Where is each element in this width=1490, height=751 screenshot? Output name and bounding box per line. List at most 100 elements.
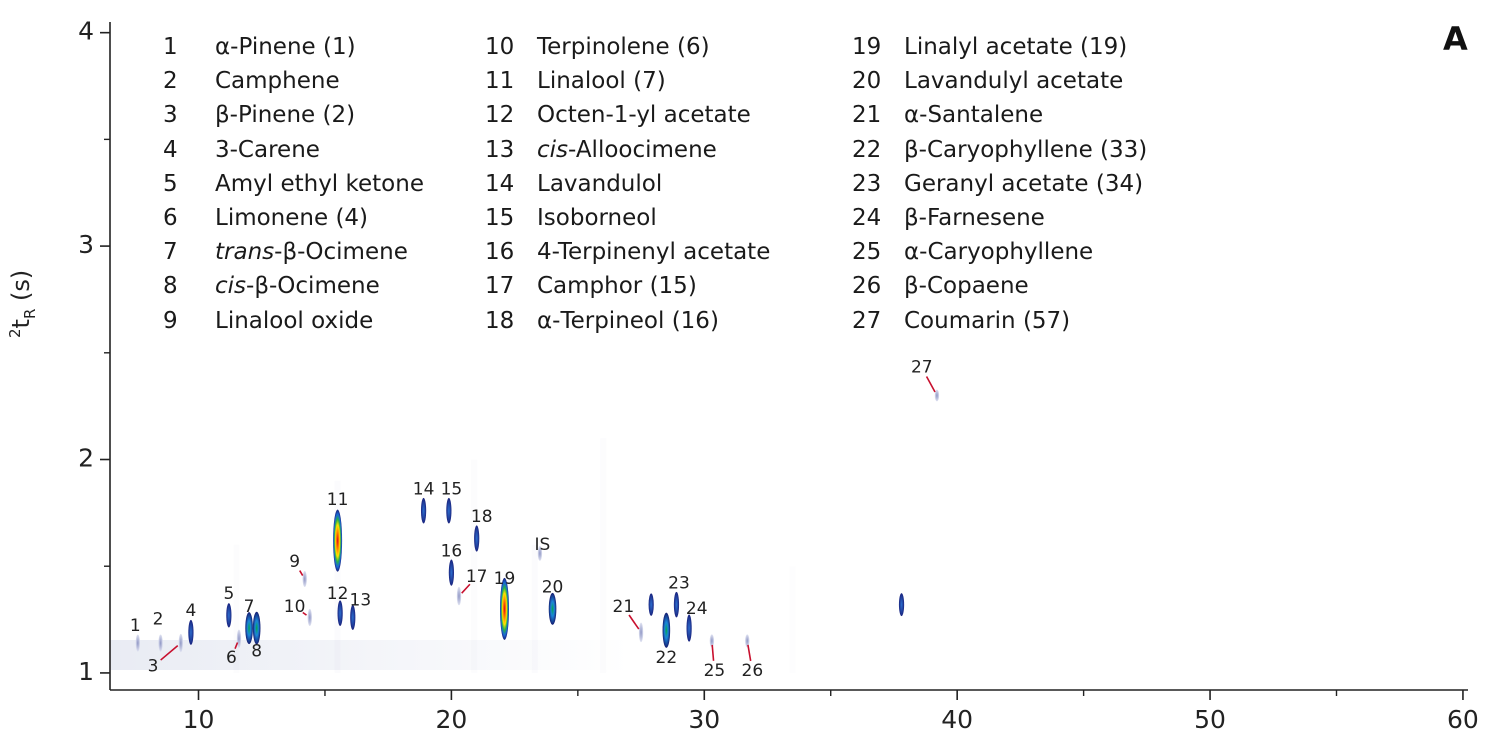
legend-item: 27 Coumarin (57)	[852, 304, 1147, 338]
legend-item-name: Lavandulol	[537, 167, 662, 201]
legend-item-number: 27	[852, 307, 882, 334]
legend-item-name: Camphene	[215, 64, 340, 98]
legend-item-number: 7	[163, 239, 178, 266]
peak-20	[548, 592, 557, 625]
peak-11	[333, 509, 343, 572]
legend-item-name: β-Pinene (2)	[215, 98, 355, 132]
peak-label: 5	[223, 584, 234, 604]
legend-item-text: -β-Ocimene	[274, 239, 408, 266]
peak-label: 8	[251, 642, 262, 662]
legend-item-text: -β-Ocimene	[246, 273, 380, 300]
peak-18	[474, 525, 480, 552]
peak-14	[420, 497, 427, 524]
legend-item: 15 Isoborneol	[485, 201, 770, 235]
legend-item-italic-prefix: trans	[215, 239, 275, 266]
legend-item-number: 26	[852, 273, 882, 300]
legend-item-text: Linalool oxide	[215, 307, 374, 334]
peak-24	[686, 614, 692, 642]
legend-item: 8 cis-β-Ocimene	[163, 269, 424, 303]
legend-item-number: 22	[852, 136, 882, 163]
peak-label: 19	[494, 569, 516, 589]
legend-item-name: trans-β-Ocimene	[215, 235, 408, 269]
peak-label: 9	[289, 552, 300, 572]
legend-item-text: β-Pinene (2)	[215, 102, 356, 129]
panel-label: A	[1443, 20, 1468, 58]
x-tick-label: 30	[688, 705, 720, 734]
peak-label: 13	[350, 590, 372, 610]
peak-label: 27	[911, 358, 933, 378]
peak-9	[302, 571, 307, 588]
legend-item: 10 Terpinolene (6)	[485, 30, 770, 64]
baseline-background	[110, 640, 630, 670]
legend-item-text: Linalool (7)	[537, 68, 666, 95]
legend-item-name: Amyl ethyl ketone	[215, 167, 424, 201]
peak-label: 2	[153, 610, 164, 630]
legend-item-text: Geranyl acetate (34)	[904, 170, 1144, 197]
legend-item-text: Camphene	[215, 68, 340, 95]
legend-item-text: β-Farnesene	[904, 205, 1045, 232]
peak-unlabeled	[648, 593, 654, 616]
x-tick-label: 10	[183, 705, 215, 734]
legend-item-number: 2	[163, 68, 178, 95]
legend-item-name: Lavandulyl acetate	[904, 64, 1123, 98]
legend-item: 24 β-Farnesene	[852, 201, 1147, 235]
legend-item: 6 Limonene (4)	[163, 201, 424, 235]
legend-item-number: 11	[485, 68, 515, 95]
peak-27	[934, 389, 940, 402]
leader-line-21	[628, 614, 640, 630]
peak-label: 1	[130, 616, 141, 636]
legend-item-text: Coumarin (57)	[904, 307, 1071, 334]
y-tick-label: 2	[78, 444, 94, 473]
peak-15	[446, 497, 452, 524]
legend-column-2: 10 Terpinolene (6) 11 Linalool (7) 12 Octen-1…	[485, 30, 770, 338]
legend-item: 9 Linalool oxide	[163, 304, 424, 338]
legend-item: 17 Camphor (15)	[485, 269, 770, 303]
peak-26	[745, 634, 750, 648]
legend-item-number: 19	[852, 34, 882, 60]
legend-item: 7 trans-β-Ocimene	[163, 235, 424, 269]
legend-item-text: β-Copaene	[904, 273, 1029, 300]
leader-line-17	[461, 583, 471, 594]
legend-column-3: 19 Linalyl acetate (19) 20 Lavandulyl aceta…	[852, 30, 1147, 338]
peak-12	[337, 600, 343, 626]
legend-item-name: α-Pinene (1)	[215, 30, 356, 64]
legend-item-text: Lavandulol	[537, 170, 663, 197]
bleed-streak	[233, 544, 240, 673]
y-tick-label: 4	[78, 17, 94, 46]
legend-item: 26 β-Copaene	[852, 269, 1147, 303]
leader-line-27	[925, 376, 936, 393]
peak-21	[638, 622, 644, 643]
legend-item-name: Limonene (4)	[215, 201, 368, 235]
leader-line-25	[711, 644, 715, 661]
peak-label: 16	[441, 541, 463, 561]
peak-label: 7	[244, 597, 255, 617]
legend-item: 12 Octen-1-yl acetate	[485, 98, 770, 132]
legend-item-name: Geranyl acetate (34)	[904, 167, 1143, 201]
peak-label: 25	[704, 661, 726, 681]
legend-item-text: Isoborneol	[537, 205, 657, 232]
legend-item-text: β-Caryophyllene (33)	[904, 136, 1148, 163]
peak-22	[662, 612, 671, 648]
legend-item-italic-prefix: cis	[215, 273, 247, 300]
peak-label: 11	[327, 490, 349, 510]
leader-line-6	[234, 642, 239, 649]
legend-item-name: Camphor (15)	[537, 269, 697, 303]
peak-label: 22	[656, 648, 678, 668]
legend-item-number: 9	[163, 307, 178, 334]
peak-label: 6	[226, 648, 237, 668]
legend-item-number: 23	[852, 170, 882, 197]
legend-column-1: 1 α-Pinene (1) 2 Camphene 3 β-Pinene (2) 4 3-Ca…	[163, 30, 424, 338]
bleed-streak	[600, 438, 607, 673]
legend-item-text: 3-Carene	[215, 136, 320, 163]
legend-item: 4 3-Carene	[163, 133, 424, 167]
legend-item-text: α-Santalene	[904, 102, 1044, 129]
legend-item: 14 Lavandulol	[485, 167, 770, 201]
peak-label: 24	[686, 599, 708, 619]
peak-13	[350, 604, 356, 630]
legend-item-number: 21	[852, 102, 882, 129]
peak-16	[448, 559, 454, 586]
bleed-streak	[334, 480, 341, 673]
legend-item: 5 Amyl ethyl ketone	[163, 167, 424, 201]
